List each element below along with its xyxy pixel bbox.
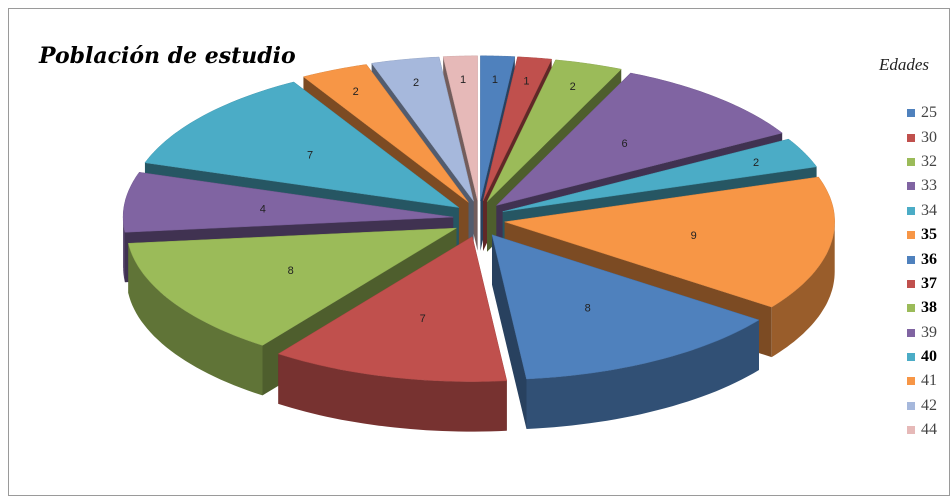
legend-swatch xyxy=(907,426,915,435)
legend-item-40: 40 xyxy=(907,345,937,369)
legend-swatch xyxy=(907,206,915,215)
slice-value-34: 2 xyxy=(753,157,759,169)
legend-label: 30 xyxy=(921,128,937,146)
legend-label: 44 xyxy=(921,421,937,439)
legend-item-35: 35 xyxy=(907,223,937,247)
slice-value-38: 8 xyxy=(288,265,294,277)
slice-value-35: 9 xyxy=(691,230,697,242)
legend-swatch xyxy=(907,157,915,166)
slice-value-30: 1 xyxy=(523,76,529,88)
legend-item-33: 33 xyxy=(907,174,937,198)
legend-swatch xyxy=(907,401,915,410)
legend-swatch xyxy=(907,353,915,362)
slice-value-32: 2 xyxy=(570,81,576,93)
slice-value-40: 7 xyxy=(307,150,313,162)
slice-value-44: 1 xyxy=(460,74,466,86)
slice-value-36: 8 xyxy=(585,303,591,315)
legend-swatch xyxy=(907,328,915,337)
legend-item-42: 42 xyxy=(907,394,937,418)
legend-item-36: 36 xyxy=(907,247,937,271)
slice-value-33: 6 xyxy=(621,138,627,150)
legend-item-34: 34 xyxy=(907,199,937,223)
legend-label: 34 xyxy=(921,201,937,219)
legend-item-37: 37 xyxy=(907,272,937,296)
legend-item-30: 30 xyxy=(907,125,937,149)
slice-37 xyxy=(277,236,508,432)
legend-swatch xyxy=(907,279,915,288)
chart-frame: 1 1 2 6 2 9 8 7 8 4 7 2 2 1 Población de estudio Edad… xyxy=(8,8,950,496)
legend-label: 42 xyxy=(921,396,937,414)
slice-36 xyxy=(491,234,760,429)
legend-item-32: 32 xyxy=(907,150,937,174)
legend-label: 38 xyxy=(921,299,937,317)
legend-title: Edades xyxy=(879,55,930,74)
legend-swatch xyxy=(907,377,915,386)
legend-label: 41 xyxy=(921,372,937,390)
legend-swatch xyxy=(907,304,915,313)
legend-label: 32 xyxy=(921,152,937,170)
slice-value-39: 4 xyxy=(260,203,266,215)
legend-label: 37 xyxy=(921,274,937,292)
pie-chart: 1 1 2 6 2 9 8 7 8 4 7 2 2 1 xyxy=(122,55,835,432)
legend-swatch xyxy=(907,109,915,118)
legend-swatch xyxy=(907,182,915,191)
legend-item-38: 38 xyxy=(907,296,937,320)
legend-label: 40 xyxy=(921,348,937,366)
slice-value-41: 2 xyxy=(353,86,359,98)
legend-item-41: 41 xyxy=(907,369,937,393)
legend-label: 39 xyxy=(921,323,937,341)
legend-swatch xyxy=(907,231,915,240)
legend-item-39: 39 xyxy=(907,321,937,345)
slice-value-37: 7 xyxy=(420,313,426,325)
legend-item-25: 25 xyxy=(907,101,937,125)
legend-swatch xyxy=(907,255,915,264)
chart-title: Población de estudio xyxy=(39,43,296,69)
legend: 25 30 32 33 34 35 36 37 38 39 40 41 42 44 xyxy=(907,101,937,442)
slice-value-42: 2 xyxy=(413,77,419,89)
legend-label: 36 xyxy=(921,250,937,268)
legend-label: 35 xyxy=(921,226,937,244)
slice-value-25: 1 xyxy=(492,74,498,86)
legend-swatch xyxy=(907,133,915,142)
legend-item-44: 44 xyxy=(907,418,937,442)
legend-label: 25 xyxy=(921,104,937,122)
legend-label: 33 xyxy=(921,177,937,195)
